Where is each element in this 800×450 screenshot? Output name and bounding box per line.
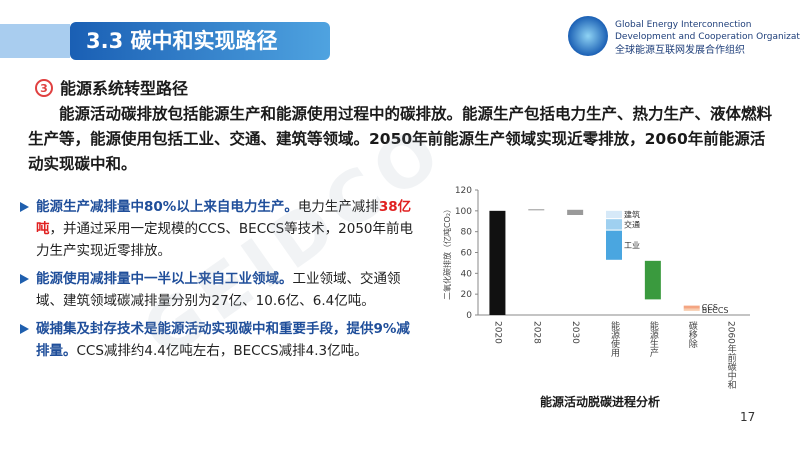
y-tick-label: 20 xyxy=(461,290,473,300)
bullet-text: 电力生产减排 xyxy=(297,199,379,215)
y-tick-label: 100 xyxy=(455,207,472,217)
bullet-text: ，并通过采用一定规模的CCS、BECCS等技术，2050年前电力生产实现近零排放… xyxy=(36,221,413,259)
org-en: Global Energy Interconnection xyxy=(615,20,751,30)
bar xyxy=(567,209,584,215)
logo xyxy=(568,16,608,56)
bullet-text: CCS减排约4.4亿吨左右，BECCS减排4.3亿吨。 xyxy=(76,343,368,359)
page-number: 17 xyxy=(740,410,756,424)
section-title: 能源系统转型路径 xyxy=(60,79,188,98)
bullet: 能源使用减排量中一半以上来自工业领域。工业领域、交通领域、建筑领域碳减排量分别为… xyxy=(18,268,418,312)
bullet-text: 工业领域、交通领域、建筑领域碳减排量分别为27亿、10.6亿、6.4亿吨。 xyxy=(36,271,401,309)
bar xyxy=(683,308,700,311)
bullet-list: 能源生产减排量中80%以上来自电力生产。电力生产减排38亿吨，并通过采用一定规模… xyxy=(18,196,418,368)
segment-label: CCS xyxy=(702,303,718,312)
bar xyxy=(683,305,700,309)
x-tick-label: 碳移除 xyxy=(687,320,698,348)
header: 3.3 碳中和实现路径 Global Energy Interconnectio… xyxy=(0,16,800,98)
segment-label: BECCS xyxy=(702,306,729,315)
bar xyxy=(606,230,622,260)
title-box xyxy=(70,22,330,60)
org-cn: 全球能源互联网发展合作组织 xyxy=(615,43,745,56)
y-tick-label: 120 xyxy=(455,186,472,196)
bullet-text: 能源使用减排量中一半以上来自工业领域。 xyxy=(36,271,293,287)
bullet-text: 38亿吨 xyxy=(36,199,412,237)
segment-label: 交通 xyxy=(624,219,640,229)
y-tick-label: 0 xyxy=(466,311,472,321)
bullet: 能源生产减排量中80%以上来自电力生产。电力生产减排38亿吨，并通过采用一定规模… xyxy=(18,196,418,262)
y-tick-label: 80 xyxy=(461,228,473,238)
x-tick-label: 2030 xyxy=(570,321,580,344)
bar xyxy=(606,210,622,219)
org-en: Development and Cooperation Organization xyxy=(615,32,800,42)
x-tick-label: 能源使用 xyxy=(609,320,620,358)
x-tick-label: 2028 xyxy=(531,321,541,344)
y-axis-label: 二氧化碳排放（亿吨CO₂） xyxy=(442,205,452,300)
bar xyxy=(644,260,661,300)
header-bar xyxy=(0,24,70,58)
section-icon xyxy=(35,79,53,97)
slide-title: 3.3 碳中和实现路径 xyxy=(86,29,278,53)
bar xyxy=(606,219,622,230)
bullet-text: 碳捕集及封存技术是能源活动实现碳中和重要手段，提供9%减排量。 xyxy=(36,321,410,359)
bullet-text: 能源生产减排量中80%以上来自电力生产。 xyxy=(36,199,298,215)
segment-label: 工业 xyxy=(624,240,640,250)
bar xyxy=(489,210,506,315)
segment-label: 建筑 xyxy=(624,209,640,219)
bullet: 碳捕集及封存技术是能源活动实现碳中和重要手段，提供9%减排量。CCS减排约4.4… xyxy=(18,318,418,362)
x-tick-label: 能源生产 xyxy=(648,320,659,358)
bar xyxy=(528,209,545,211)
paragraph: 能源活动碳排放包括能源生产和能源使用过程中的碳排放。能源生产包括电力生产、热力生… xyxy=(28,105,773,173)
chart-caption: 能源活动脱碳进程分析 xyxy=(540,394,660,409)
y-tick-label: 40 xyxy=(461,269,473,279)
x-tick-label: 2060年前碳中和 xyxy=(726,321,737,390)
section-icon-number: 3 xyxy=(40,82,48,95)
x-tick-label: 2020 xyxy=(492,321,502,344)
y-tick-label: 60 xyxy=(461,249,473,259)
